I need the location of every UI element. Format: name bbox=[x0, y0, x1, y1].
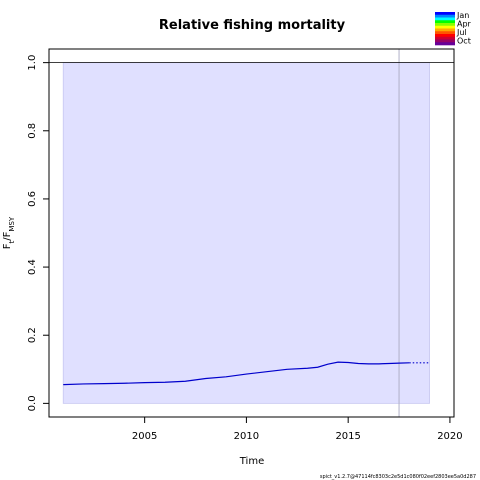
y-tick-label: 0.0 bbox=[27, 395, 38, 411]
legend-color-swatch bbox=[435, 25, 455, 29]
plot-frame bbox=[48, 48, 455, 418]
legend-color-swatch bbox=[435, 31, 455, 35]
legend-label: Apr bbox=[457, 20, 472, 29]
legend-label: Oct bbox=[457, 37, 471, 46]
y-tick-label: 1.0 bbox=[27, 55, 38, 71]
y-axis-label-sub1: t bbox=[8, 240, 16, 243]
legend-color-swatch bbox=[435, 14, 455, 18]
legend-color-swatch bbox=[435, 20, 455, 24]
y-axis-label-sub2: MSY bbox=[8, 216, 16, 231]
legend-label: Jul bbox=[456, 28, 467, 37]
x-tick-label: 2015 bbox=[335, 431, 360, 442]
y-axis-label-sep: /F bbox=[2, 231, 13, 240]
legend-color-swatch bbox=[435, 28, 455, 32]
confidence-band bbox=[62, 62, 430, 404]
y-axis-label-main: F bbox=[2, 243, 13, 249]
x-tick-label: 2020 bbox=[437, 431, 462, 442]
x-axis-label: Time bbox=[239, 456, 264, 467]
confidence-band-layer bbox=[62, 62, 430, 404]
x-tick-label: 2005 bbox=[132, 431, 157, 442]
footer-version-text: spict_v1.2.7@47114fc8303c2e5d1c080f02eef… bbox=[320, 474, 476, 480]
legend-color-swatch bbox=[435, 17, 455, 21]
y-tick-label: 0.8 bbox=[27, 123, 38, 139]
legend-color-swatch bbox=[435, 12, 455, 16]
legend-label: Jan bbox=[456, 11, 469, 20]
x-axis: 2005 2010 2015 2020 bbox=[132, 417, 463, 442]
series-layer bbox=[49, 49, 454, 417]
legend-color-swatch bbox=[435, 23, 455, 27]
y-axis-label: Ft/FMSY bbox=[2, 216, 16, 249]
y-tick-label: 0.6 bbox=[27, 191, 38, 207]
legend-color-swatch bbox=[435, 42, 455, 46]
y-tick-label: 0.4 bbox=[27, 259, 38, 275]
legend-color-swatch bbox=[435, 36, 455, 40]
series-line-0 bbox=[63, 361, 410, 386]
legend-color-swatch bbox=[435, 39, 455, 43]
y-axis: 0.0 0.2 0.4 0.6 0.8 1.0 bbox=[27, 55, 49, 411]
y-tick-label: 0.2 bbox=[27, 327, 38, 343]
x-tick-label: 2010 bbox=[234, 431, 259, 442]
chart-title: Relative fishing mortality bbox=[159, 18, 346, 33]
legend-color-swatch bbox=[435, 34, 455, 38]
